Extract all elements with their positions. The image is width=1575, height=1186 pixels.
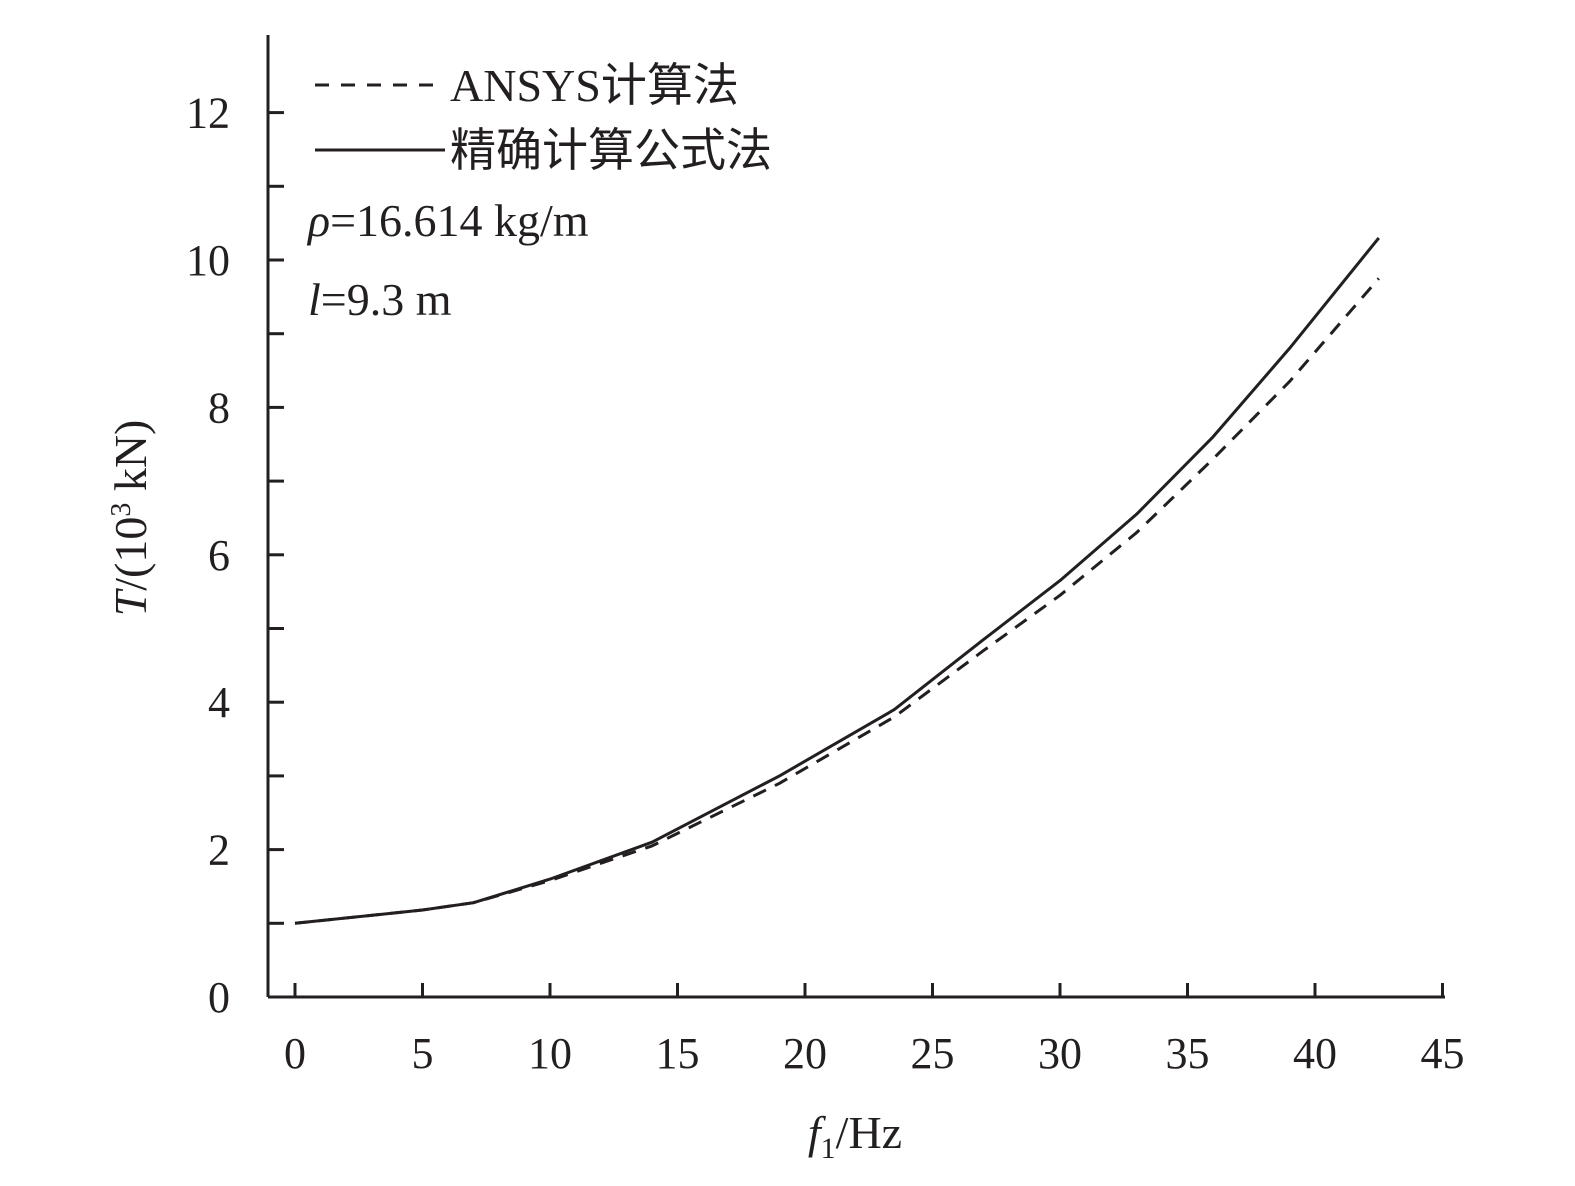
y-tick-label: 6 (208, 531, 230, 580)
y-tick-label: 12 (186, 89, 230, 138)
y-tick-label: 4 (208, 678, 230, 727)
annotation-density: ρ=16.614 kg/m (306, 195, 589, 246)
annotation-length: l=9.3 m (308, 274, 452, 325)
x-axis-title: f1/Hz (808, 1107, 902, 1165)
y-tick-label: 2 (208, 826, 230, 875)
y-axis-title: T/(103 kN) (105, 420, 156, 617)
y-tick-label: 8 (208, 383, 230, 432)
x-tick-label: 35 (1166, 1029, 1210, 1078)
y-tick-label: 0 (208, 973, 230, 1022)
ticks: 0 5 10 15 20 25 30 35 40 45 0 2 4 6 8 10 12 (186, 89, 1465, 1078)
x-tick-label: 45 (1421, 1029, 1465, 1078)
y-tick-label: 10 (186, 236, 230, 285)
x-tick-label: 0 (284, 1029, 306, 1078)
series-layer (294, 236, 1380, 925)
x-tick-label: 25 (911, 1029, 955, 1078)
series-line-exact (294, 236, 1380, 925)
legend-label-exact: 精确计算公式法 (450, 125, 772, 176)
legend: ANSYS计算法 精确计算公式法 (315, 60, 772, 176)
x-tick-label: 20 (783, 1029, 827, 1078)
x-tick-label: 5 (412, 1029, 434, 1078)
x-tick-label: 10 (528, 1029, 572, 1078)
x-tick-label: 15 (656, 1029, 700, 1078)
legend-label-ansys: ANSYS计算法 (450, 60, 739, 111)
x-tick-label: 30 (1038, 1029, 1082, 1078)
series-line-ansys (294, 277, 1380, 925)
x-tick-label: 40 (1293, 1029, 1337, 1078)
annotations: ρ=16.614 kg/m l=9.3 m (306, 195, 589, 325)
axes (266, 35, 1445, 999)
